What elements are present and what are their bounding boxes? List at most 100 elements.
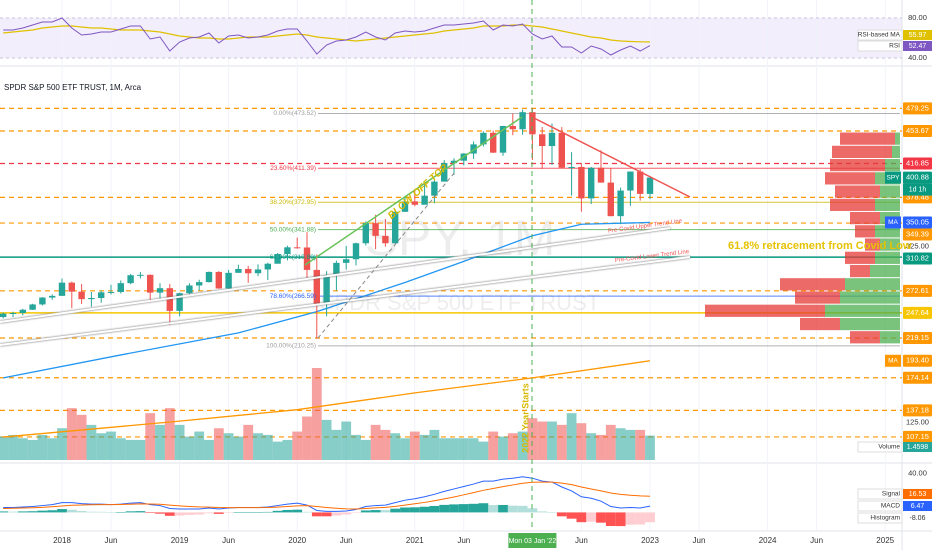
histogram-bar	[37, 510, 48, 513]
candle-body	[254, 269, 262, 274]
candle-body	[225, 272, 232, 289]
histogram-bar	[468, 503, 479, 513]
volume-bar	[360, 439, 371, 460]
histogram-bar	[449, 504, 459, 513]
volume-bar	[517, 431, 528, 460]
countdown-bg	[903, 183, 932, 196]
histogram-bar	[96, 511, 107, 513]
histogram-bar	[458, 504, 469, 513]
price-tag	[903, 371, 932, 384]
candle-body	[88, 297, 95, 300]
candle-body	[470, 144, 477, 154]
x-tick-label: 2024	[759, 536, 777, 545]
x-tick-label: Jun	[693, 536, 706, 545]
legend-name-bg	[857, 40, 903, 52]
volume-bar	[125, 439, 136, 460]
x-tick-label: 2021	[406, 536, 424, 545]
profile-down	[855, 225, 875, 238]
moving-average	[3, 360, 651, 438]
histogram-bar	[164, 512, 175, 516]
price-tag	[903, 306, 932, 319]
x-tick-label: 2023	[641, 536, 659, 545]
profile-up	[875, 198, 900, 211]
y-tick-label: 400.88	[906, 173, 929, 182]
histogram-bar	[17, 511, 28, 513]
volume-bar	[645, 435, 655, 460]
y-tick-label: 416.85	[906, 158, 929, 167]
candle-body	[607, 182, 614, 217]
histogram-bar	[341, 512, 352, 515]
candle-body	[578, 166, 585, 199]
y-tick-label: 453.67	[906, 126, 929, 135]
volume-bar	[566, 413, 577, 460]
volume-bar	[507, 433, 518, 460]
volume-bar	[213, 428, 224, 460]
volume-bar	[174, 424, 185, 460]
tag-bg	[885, 354, 901, 367]
y-tick-label: 272.61	[906, 286, 929, 295]
candle-body	[235, 268, 242, 273]
x-tick-label: Jun	[457, 536, 470, 545]
histogram-bar	[57, 509, 67, 513]
volume-bar	[527, 418, 538, 460]
candle-body	[441, 163, 448, 182]
volume-bar	[262, 434, 273, 460]
volume-bar	[302, 416, 312, 460]
candle-body	[529, 112, 536, 135]
x-tick-label: Jun	[340, 536, 353, 545]
histogram-bar	[547, 512, 557, 513]
candle-body	[294, 247, 301, 249]
candle-body	[264, 263, 271, 270]
price-tag	[903, 124, 932, 137]
price-tag	[903, 284, 932, 297]
volume-bar	[351, 434, 361, 460]
candle-body	[431, 181, 438, 196]
histogram-bar	[115, 512, 126, 513]
histogram-bar	[605, 512, 616, 526]
histogram-bar	[213, 512, 224, 514]
volume-bar	[272, 441, 283, 460]
candle-body	[509, 126, 516, 130]
volume-bar	[145, 413, 156, 460]
volume-bar	[419, 434, 430, 460]
candle-body	[49, 295, 56, 298]
legend-name: Histogram	[870, 515, 900, 522]
legend-name: Volume	[878, 444, 900, 451]
profile-down	[830, 198, 875, 211]
candle-body	[539, 134, 546, 147]
volume-bar	[27, 439, 38, 460]
histogram-bar	[76, 511, 87, 513]
legend-value: -8.06	[910, 515, 926, 522]
volume-bar	[37, 434, 48, 460]
candle-body	[450, 160, 458, 164]
volume-bar	[488, 431, 499, 460]
rsi-line	[3, 17, 651, 56]
x-tick-label: Jun	[105, 536, 118, 545]
profile-up	[840, 317, 900, 331]
candle-body	[98, 292, 105, 298]
candle-body	[78, 291, 85, 300]
histogram-bar	[429, 505, 440, 513]
volume-bar	[605, 424, 616, 460]
y-tick-label: 349.39	[906, 229, 929, 238]
candle-body	[343, 259, 350, 263]
candle-body	[382, 235, 389, 244]
volume-bar	[498, 436, 508, 460]
histogram-bar	[478, 503, 489, 513]
histogram-bar	[625, 512, 636, 525]
legend-name: RSI	[889, 43, 900, 50]
histogram-bar	[596, 512, 606, 523]
histogram-bar	[8, 511, 18, 513]
volume-bar	[321, 419, 332, 460]
profile-down	[840, 132, 895, 145]
tag-bg	[885, 171, 901, 184]
volume-bar	[135, 439, 146, 460]
x-tick-label: 2025	[876, 536, 894, 545]
profile-down	[850, 211, 880, 225]
volume-bar	[547, 421, 557, 460]
histogram-bar	[145, 512, 156, 513]
candle-body	[137, 274, 144, 276]
price-tag	[903, 252, 932, 265]
x-tick-label: Jun	[575, 536, 588, 545]
candle-body	[558, 132, 565, 168]
